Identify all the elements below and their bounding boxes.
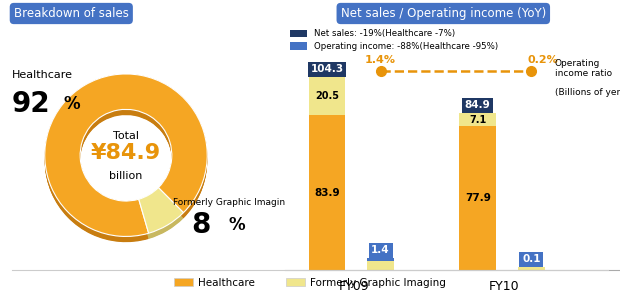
Wedge shape bbox=[139, 188, 184, 234]
Wedge shape bbox=[45, 78, 207, 240]
FancyBboxPatch shape bbox=[290, 42, 307, 50]
Text: 8: 8 bbox=[192, 211, 211, 239]
Wedge shape bbox=[139, 193, 184, 239]
Text: 1.4%: 1.4% bbox=[365, 55, 396, 65]
Text: 77.9: 77.9 bbox=[465, 193, 490, 203]
Wedge shape bbox=[45, 76, 207, 238]
Text: 1.4: 1.4 bbox=[371, 245, 390, 255]
Bar bbox=[459, 113, 496, 126]
Wedge shape bbox=[45, 74, 207, 236]
Bar bbox=[518, 267, 544, 270]
Wedge shape bbox=[139, 193, 184, 238]
Wedge shape bbox=[139, 189, 184, 235]
Text: 7.1: 7.1 bbox=[469, 115, 486, 124]
Text: 92: 92 bbox=[11, 90, 50, 118]
Wedge shape bbox=[45, 78, 207, 241]
Bar bbox=[309, 115, 345, 270]
Wedge shape bbox=[45, 74, 207, 237]
Wedge shape bbox=[139, 189, 184, 234]
Wedge shape bbox=[45, 75, 207, 238]
Text: %: % bbox=[228, 216, 245, 234]
Text: Operating
income ratio: Operating income ratio bbox=[555, 59, 612, 79]
Text: %: % bbox=[63, 95, 80, 113]
Text: Operating income: -88%(Healthcare -95%): Operating income: -88%(Healthcare -95%) bbox=[314, 42, 498, 51]
Wedge shape bbox=[45, 80, 207, 242]
Wedge shape bbox=[139, 191, 184, 237]
Wedge shape bbox=[45, 76, 207, 239]
Wedge shape bbox=[45, 79, 207, 242]
Wedge shape bbox=[45, 74, 207, 236]
FancyBboxPatch shape bbox=[290, 29, 307, 38]
Wedge shape bbox=[139, 192, 184, 238]
Wedge shape bbox=[139, 192, 184, 237]
Text: Total: Total bbox=[113, 131, 139, 142]
Text: (Billions of yen): (Billions of yen) bbox=[555, 88, 620, 97]
Wedge shape bbox=[139, 190, 184, 235]
Wedge shape bbox=[139, 190, 184, 236]
Wedge shape bbox=[139, 191, 184, 236]
Legend: Healthcare, Formerly Graphic Imaging: Healthcare, Formerly Graphic Imaging bbox=[170, 274, 450, 292]
Text: Net sales / Operating income (YoY): Net sales / Operating income (YoY) bbox=[340, 7, 546, 20]
Bar bbox=[459, 126, 496, 270]
Text: Breakdown of sales: Breakdown of sales bbox=[14, 7, 129, 20]
Wedge shape bbox=[45, 76, 207, 239]
Bar bbox=[309, 77, 345, 115]
Text: Healthcare: Healthcare bbox=[11, 70, 73, 80]
Wedge shape bbox=[139, 188, 184, 233]
Text: 83.9: 83.9 bbox=[314, 188, 340, 198]
Wedge shape bbox=[45, 77, 207, 240]
Text: Formerly Graphic Imaging: Formerly Graphic Imaging bbox=[173, 198, 291, 207]
Text: 20.5: 20.5 bbox=[315, 91, 339, 101]
Bar bbox=[367, 261, 394, 270]
Text: 0.1: 0.1 bbox=[522, 254, 541, 264]
Wedge shape bbox=[139, 188, 184, 233]
Text: 0.2%: 0.2% bbox=[528, 55, 559, 65]
Text: ¥84.9: ¥84.9 bbox=[91, 143, 161, 163]
Bar bbox=[367, 258, 394, 261]
Text: 84.9: 84.9 bbox=[465, 100, 490, 110]
Wedge shape bbox=[45, 79, 207, 241]
Text: 104.3: 104.3 bbox=[311, 64, 343, 74]
Text: Net sales: -19%(Healthcare -7%): Net sales: -19%(Healthcare -7%) bbox=[314, 29, 455, 38]
Text: billion: billion bbox=[109, 171, 143, 181]
